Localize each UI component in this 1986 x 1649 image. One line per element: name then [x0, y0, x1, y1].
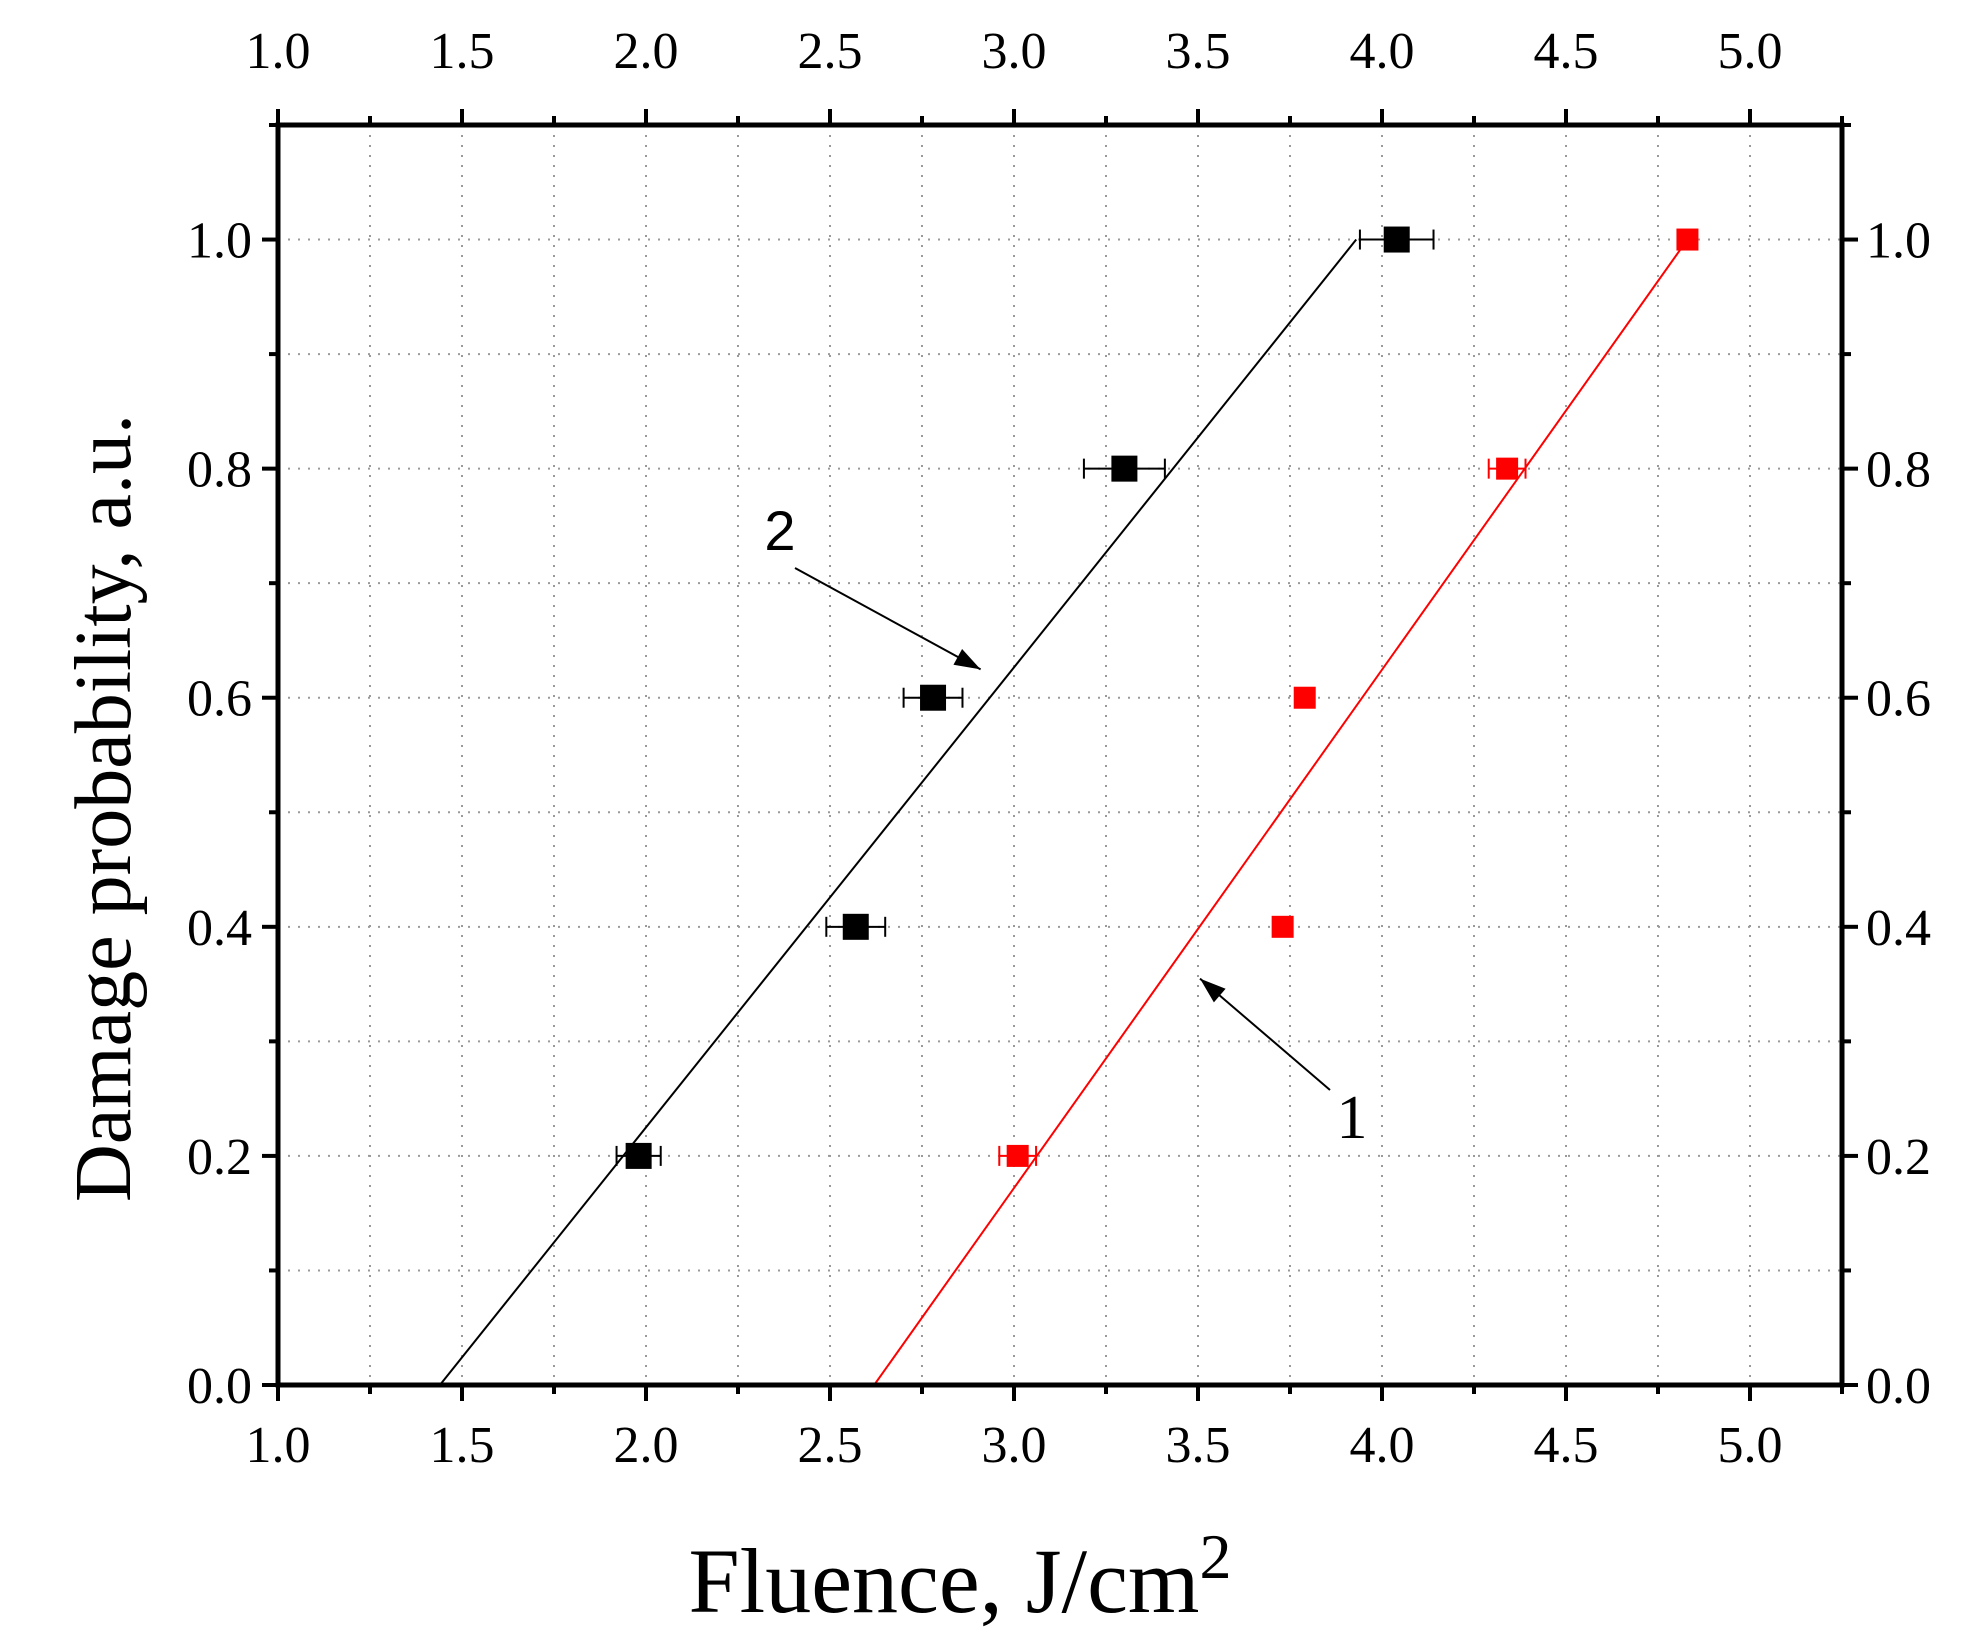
y-tick-label-right: 0.8	[1866, 442, 1931, 499]
x-tick-label-top: 1.5	[430, 23, 495, 80]
annotation-1-label: 1	[1337, 1084, 1368, 1152]
data-point-series-2	[1271, 915, 1294, 938]
y-tick-label-left: 0.2	[187, 1129, 252, 1186]
x-tick-label-bottom: 3.5	[1166, 1417, 1231, 1474]
y-tick-label-left: 1.0	[187, 213, 252, 270]
x-axis-title-superscript: 2	[1200, 1521, 1232, 1592]
y-tick-label-left: 0.6	[187, 671, 252, 728]
y-tick-label-left: 0.4	[187, 900, 252, 957]
grid	[278, 124, 1842, 1385]
fit-line-series-1	[439, 238, 1358, 1386]
y-tick-label-right: 0.2	[1866, 1129, 1931, 1186]
annotation-1-arrow-line	[1199, 977, 1331, 1091]
x-tick-label-bottom: 4.5	[1534, 1417, 1599, 1474]
data-point-series-1	[842, 913, 869, 940]
y-tick-label-right: 0.6	[1866, 671, 1931, 728]
y-tick-label-right: 1.0	[1866, 213, 1931, 270]
data-point-series-2	[1496, 457, 1519, 480]
axis-ticks	[262, 109, 1858, 1401]
annotation-1-arrowhead	[1200, 978, 1226, 1003]
data-point-series-2	[1293, 686, 1316, 709]
plot-frame	[275, 122, 1845, 1388]
annotation-2-arrow-line	[794, 567, 982, 671]
data-point-series-2	[1006, 1144, 1029, 1167]
x-tick-label-bottom: 3.0	[982, 1417, 1047, 1474]
y-tick-label-right: 0.0	[1866, 1358, 1931, 1415]
tick-labels: 1.0 1.0 1.5 1.5 2.0 2.0 2.5 2.5 3.0 3.0 3.5 3.5 4.0 4…	[187, 23, 1931, 1474]
fit-lines	[439, 238, 1689, 1386]
annotation-2-arrowhead	[953, 649, 981, 670]
y-tick-label-right: 0.4	[1866, 900, 1931, 957]
x-tick-label-top: 4.0	[1350, 23, 1415, 80]
x-tick-label-bottom: 1.5	[430, 1417, 495, 1474]
x-tick-label-top: 3.0	[982, 23, 1047, 80]
data-point-series-2	[1676, 228, 1699, 251]
x-tick-label-top: 1.0	[246, 23, 311, 80]
x-tick-label-bottom: 2.0	[614, 1417, 679, 1474]
data-point-series-1	[1111, 455, 1138, 482]
data-point-series-1	[625, 1142, 652, 1169]
annotations: 12	[764, 499, 1367, 1152]
x-tick-label-top: 2.0	[614, 23, 679, 80]
data-point-series-1	[920, 684, 947, 711]
x-tick-label-bottom: 1.0	[246, 1417, 311, 1474]
x-tick-label-top: 3.5	[1166, 23, 1231, 80]
x-tick-label-bottom: 2.5	[798, 1417, 863, 1474]
y-tick-label-left: 0.8	[187, 442, 252, 499]
x-tick-label-bottom: 5.0	[1718, 1417, 1783, 1474]
data-points	[615, 226, 1699, 1169]
y-tick-label-left: 0.0	[187, 1358, 252, 1415]
x-tick-label-top: 4.5	[1534, 23, 1599, 80]
x-tick-label-top: 2.5	[798, 23, 863, 80]
x-tick-label-bottom: 4.0	[1350, 1417, 1415, 1474]
y-axis-title: Damage probability, a.u.	[60, 414, 148, 1202]
data-point-series-1	[1383, 226, 1410, 253]
x-axis-title-text: Fluence, J/cm	[689, 1530, 1200, 1632]
x-tick-label-top: 5.0	[1718, 23, 1783, 80]
x-axis-title: Fluence, J/cm2	[689, 1521, 1232, 1632]
annotation-2-label: 2	[764, 499, 795, 562]
fit-line-series-2	[873, 238, 1689, 1386]
